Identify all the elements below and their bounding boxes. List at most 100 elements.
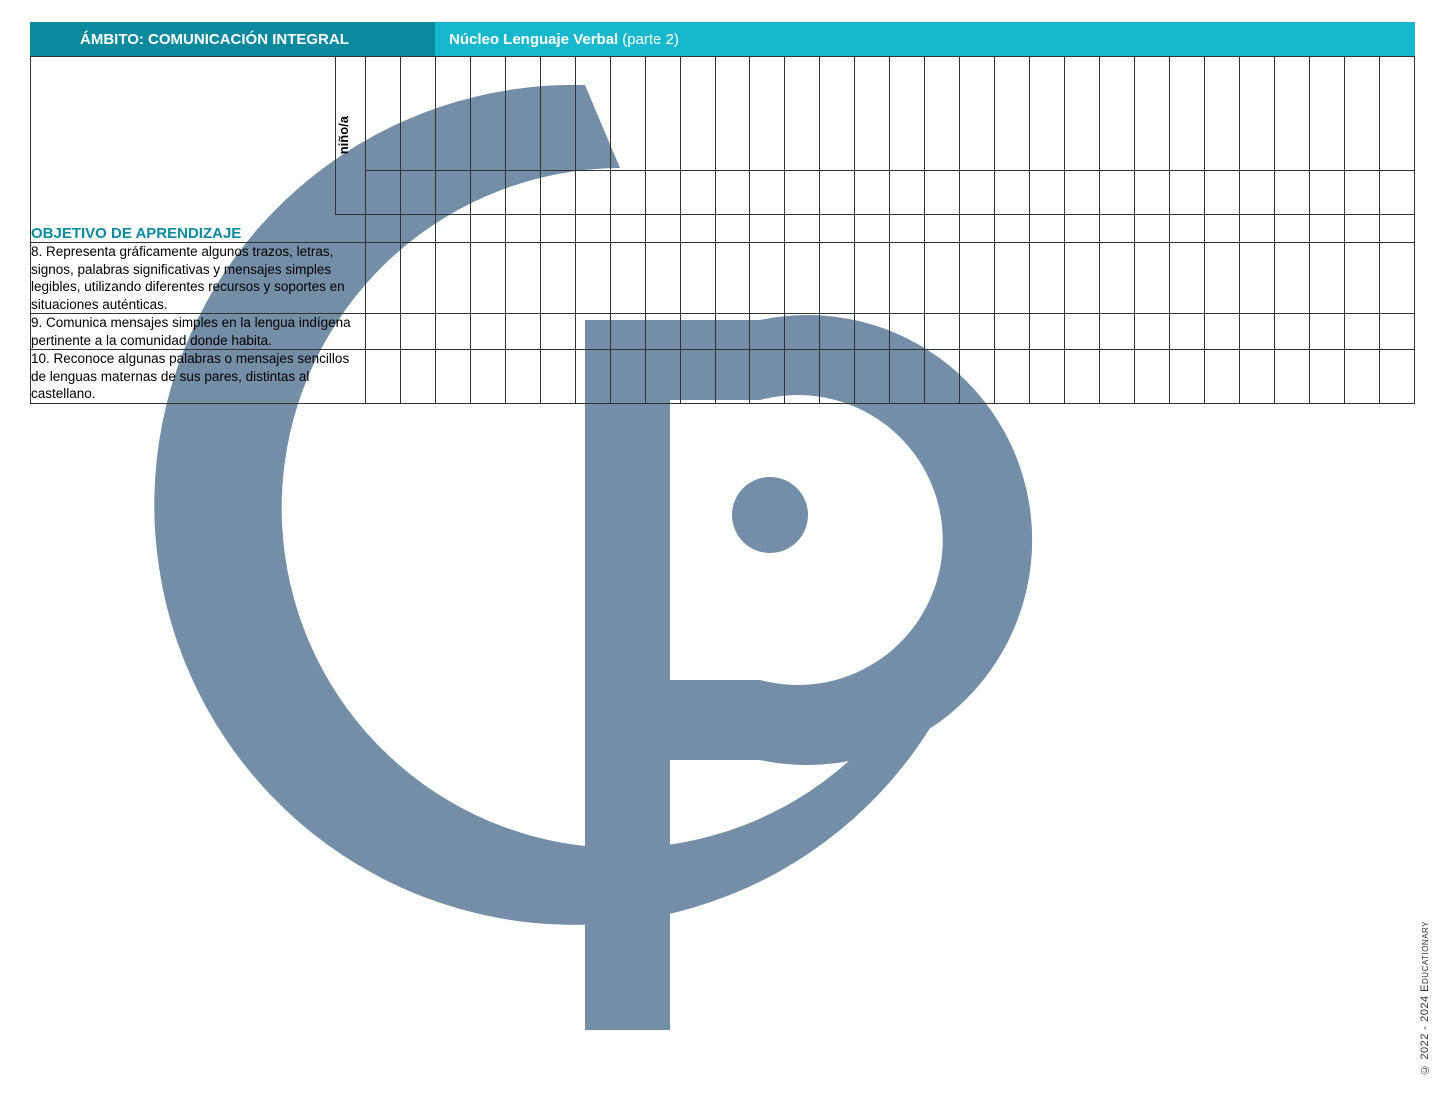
- sub-cell: [645, 215, 680, 243]
- data-cell: [1344, 243, 1379, 314]
- data-cell: [645, 350, 680, 404]
- sub-cell: [435, 171, 470, 215]
- data-cell: [1065, 314, 1100, 350]
- sub-cell: [785, 171, 820, 215]
- sub-cell: [610, 171, 645, 215]
- name-cell: [1030, 57, 1065, 171]
- data-cell: [1379, 314, 1414, 350]
- objectives-grid: niño/aOBJETIVO DE APRENDIZAJE8. Represen…: [30, 56, 1415, 404]
- sub-cell: [540, 215, 575, 243]
- data-cell: [575, 350, 610, 404]
- name-cell: [1379, 57, 1414, 171]
- sub-cell: [1274, 215, 1309, 243]
- data-cell: [890, 350, 925, 404]
- data-cell: [575, 314, 610, 350]
- sub-cell: [820, 215, 855, 243]
- sub-cell: [1169, 171, 1204, 215]
- sub-cell: [470, 171, 505, 215]
- objective-text: 10. Reconoce algunas palabras o mensajes…: [31, 350, 366, 404]
- sub-cell: [1100, 171, 1135, 215]
- data-cell: [960, 350, 995, 404]
- header-bar: ÁMBITO: COMUNICACIÓN INTEGRAL Núcleo Len…: [30, 22, 1415, 56]
- data-cell: [645, 314, 680, 350]
- vertical-label-cell: niño/a: [336, 57, 366, 215]
- sub-cell: [960, 171, 995, 215]
- data-cell: [505, 314, 540, 350]
- data-cell: [1100, 350, 1135, 404]
- sub-cell: [1344, 171, 1379, 215]
- name-cell: [575, 57, 610, 171]
- data-cell: [1204, 243, 1239, 314]
- sub-cell: [575, 171, 610, 215]
- data-cell: [505, 350, 540, 404]
- data-cell: [785, 314, 820, 350]
- sub-cell: [645, 171, 680, 215]
- data-cell: [995, 314, 1030, 350]
- sub-cell: [715, 215, 750, 243]
- name-cell: [366, 57, 401, 171]
- data-cell: [1274, 314, 1309, 350]
- data-cell: [680, 350, 715, 404]
- data-cell: [1134, 243, 1169, 314]
- data-cell: [435, 350, 470, 404]
- vertical-label: niño/a: [336, 110, 351, 160]
- sub-cell: [925, 215, 960, 243]
- sub-cell: [1065, 215, 1100, 243]
- sub-cell: [855, 215, 890, 243]
- data-cell: [1274, 350, 1309, 404]
- data-cell: [750, 314, 785, 350]
- sub-cell: [750, 215, 785, 243]
- name-cell: [610, 57, 645, 171]
- data-cell: [1379, 350, 1414, 404]
- data-cell: [400, 314, 435, 350]
- name-cell: [785, 57, 820, 171]
- sub-cell: [1134, 171, 1169, 215]
- sub-cell: [540, 171, 575, 215]
- sub-cell: [680, 171, 715, 215]
- sub-cell: [1065, 171, 1100, 215]
- data-cell: [1379, 243, 1414, 314]
- data-cell: [855, 314, 890, 350]
- data-cell: [750, 350, 785, 404]
- header-nucleo: Núcleo Lenguaje Verbal (parte 2): [435, 22, 1415, 56]
- name-cell: [925, 57, 960, 171]
- data-cell: [610, 350, 645, 404]
- name-cell: [995, 57, 1030, 171]
- data-cell: [366, 350, 401, 404]
- name-cell: [505, 57, 540, 171]
- data-cell: [1100, 243, 1135, 314]
- header-nucleo-part: (parte 2): [622, 31, 679, 48]
- header-nucleo-title: Núcleo Lenguaje Verbal: [449, 31, 618, 48]
- sub-cell: [890, 215, 925, 243]
- sub-cell: [715, 171, 750, 215]
- data-cell: [1344, 350, 1379, 404]
- sub-cell: [995, 215, 1030, 243]
- data-cell: [925, 314, 960, 350]
- sub-cell: [680, 215, 715, 243]
- sub-cell: [890, 171, 925, 215]
- name-cell: [750, 57, 785, 171]
- sub-cell: [820, 171, 855, 215]
- name-cell: [820, 57, 855, 171]
- data-cell: [785, 243, 820, 314]
- data-cell: [1204, 314, 1239, 350]
- name-cell: [1134, 57, 1169, 171]
- name-cell: [680, 57, 715, 171]
- data-cell: [785, 350, 820, 404]
- subheader-objetivo: OBJETIVO DE APRENDIZAJE: [31, 215, 366, 243]
- data-cell: [1239, 243, 1274, 314]
- objective-text: 9. Comunica mensajes simples en la lengu…: [31, 314, 366, 350]
- data-cell: [960, 314, 995, 350]
- data-cell: [960, 243, 995, 314]
- name-cell: [1204, 57, 1239, 171]
- data-cell: [1239, 350, 1274, 404]
- sub-cell: [750, 171, 785, 215]
- data-cell: [1030, 314, 1065, 350]
- sub-cell: [400, 215, 435, 243]
- data-cell: [750, 243, 785, 314]
- sub-cell: [610, 215, 645, 243]
- data-cell: [400, 350, 435, 404]
- data-cell: [890, 314, 925, 350]
- sub-cell: [925, 171, 960, 215]
- sub-cell: [1309, 171, 1344, 215]
